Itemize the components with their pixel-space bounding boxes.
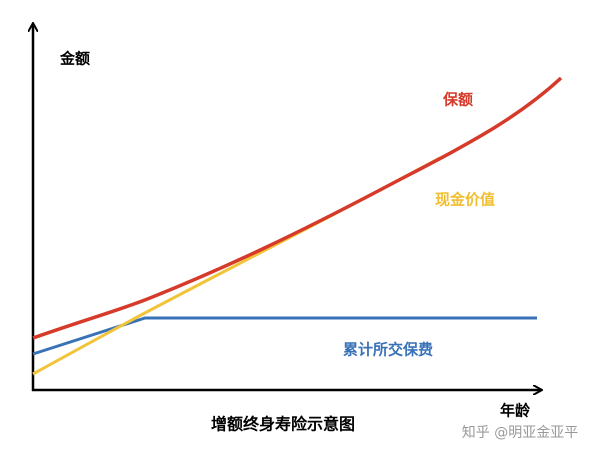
y-axis-label: 金额: [59, 50, 90, 68]
premiums-line: [32, 316, 537, 356]
watermark: 知乎 @明亚金亚平: [462, 424, 578, 441]
cash-value-label: 现金价值: [435, 191, 495, 209]
caption: 增额终身寿险示意图: [211, 415, 355, 434]
sum-assured-line: [32, 76, 563, 340]
x-axis-label: 年龄: [500, 402, 531, 420]
premiums-label: 累计所交保费: [343, 341, 433, 359]
sum-assured-label: 保额: [442, 91, 473, 109]
